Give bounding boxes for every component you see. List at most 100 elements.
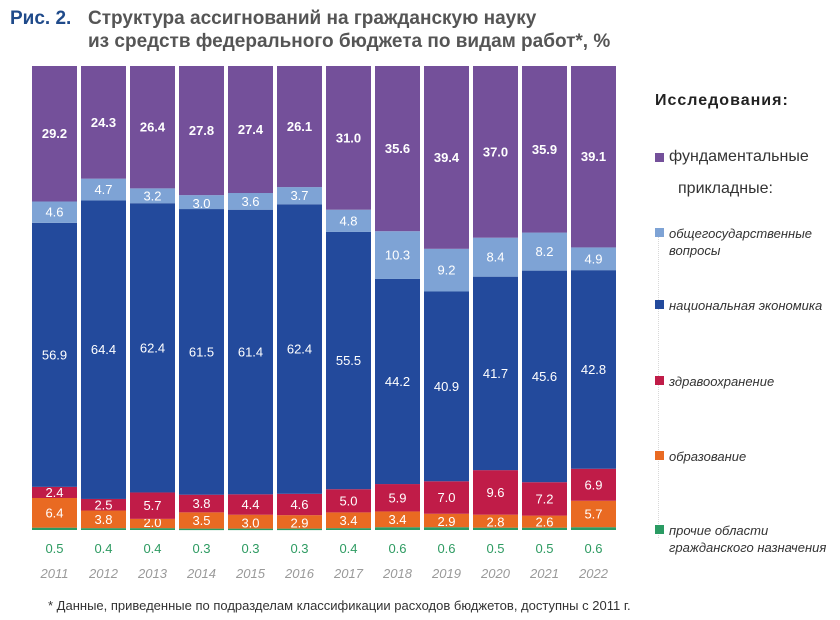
bar-segment-2013-0 [130,528,175,530]
bar-segment-2013-1 [130,518,175,529]
legend-label-fundamental: фундаментальные [669,148,809,165]
bar-segment-2015-2 [228,494,273,515]
legend-label-health: здравоохранение [669,374,775,389]
bar-segment-2012-3 [81,200,126,499]
chart-title-line-2: из средств федерального бюджета по видам… [88,31,611,52]
bar-segment-2018-4 [375,231,420,279]
data-label-2-2012: 2.5 [94,498,112,513]
bar-segment-2022-5 [571,66,616,248]
data-label-4-2020: 8.4 [486,250,504,265]
legend-swatch-education [655,451,664,460]
x-tick-label-2016: 2016 [284,566,315,581]
bar-segment-2014-2 [179,494,224,513]
data-label-5-2022: 39.1 [581,149,606,164]
bar-segment-2014-5 [179,66,224,196]
data-label-other-2020: 0.5 [486,541,504,556]
legend-swatch-fundamental [655,153,664,162]
legend-applied-heading: прикладные: [678,180,773,197]
x-tick-label-2019: 2019 [431,566,461,581]
bar-segment-2020-4 [473,237,518,277]
data-label-1-2016: 2.9 [290,516,308,531]
bar-segment-2016-1 [277,515,322,529]
bar-segment-2020-1 [473,514,518,528]
data-label-3-2017: 55.5 [336,353,361,368]
legend-swatch-general [655,228,664,237]
legend-label-other-line2: гражданского назначения [669,540,827,555]
data-label-1-2019: 2.9 [437,514,455,529]
data-label-1-2020: 2.8 [486,515,504,530]
bar-segment-2022-3 [571,270,616,469]
legend-heading: Исследования: [655,92,789,109]
data-label-5-2011: 29.2 [42,126,67,141]
data-label-other-2014: 0.3 [192,541,210,556]
x-tick-label-2014: 2014 [186,566,216,581]
bar-segment-2018-1 [375,511,420,528]
data-label-2-2013: 5.7 [143,498,161,513]
bar-segment-2013-5 [130,66,175,189]
bar-segment-2022-0 [571,527,616,530]
data-label-5-2015: 27.4 [238,122,264,137]
data-label-4-2015: 3.6 [241,194,259,209]
bar-segment-2018-3 [375,278,420,485]
data-label-5-2012: 24.3 [91,115,116,130]
data-label-3-2016: 62.4 [287,342,312,357]
bar-segment-2021-1 [522,515,567,528]
legend-label-education: образование [669,449,747,464]
bar-segment-2016-4 [277,187,322,205]
bar-segment-2016-0 [277,528,322,531]
data-label-5-2013: 26.4 [140,120,166,135]
data-label-4-2019: 9.2 [437,263,455,278]
bar-segment-2015-1 [228,514,273,529]
data-label-5-2019: 39.4 [434,150,460,165]
legend-item-other: прочие области гражданского назначения [655,522,826,556]
legend-label-other: прочие области гражданского назначения [669,522,826,556]
data-label-other-2017: 0.4 [339,541,357,556]
bar-segment-2021-2 [522,482,567,516]
data-label-2-2014: 3.8 [192,496,210,511]
bar-segment-2019-1 [424,513,469,528]
data-label-other-2016: 0.3 [290,541,308,556]
data-label-other-2011: 0.5 [45,541,63,556]
bar-segment-2011-5 [32,66,77,202]
data-label-1-2014: 3.5 [192,513,210,528]
bar-segment-2014-1 [179,512,224,529]
bar-segment-2016-3 [277,204,322,494]
legend-label-other-line1: прочие области [669,523,769,538]
bar-segment-2018-0 [375,527,420,530]
data-label-3-2018: 44.2 [385,374,410,389]
legend-item-general: общегосударственные вопросы [655,225,812,259]
x-tick-label-2012: 2012 [88,566,119,581]
data-label-1-2021: 2.6 [535,515,553,530]
bar-segment-2021-5 [522,66,567,233]
bar-segment-2014-4 [179,195,224,210]
data-label-3-2019: 40.9 [434,379,459,394]
data-label-5-2017: 31.0 [336,130,361,145]
data-label-2-2018: 5.9 [388,490,406,505]
bar-segment-2021-4 [522,232,567,271]
data-label-4-2013: 3.2 [143,188,161,203]
bar-segment-2012-2 [81,498,126,511]
bar-segment-2016-2 [277,493,322,516]
data-label-1-2017: 3.4 [339,513,357,528]
bar-segment-2020-2 [473,470,518,515]
x-tick-label-2020: 2020 [480,566,511,581]
data-label-5-2016: 26.1 [287,119,312,134]
data-label-other-2012: 0.4 [94,541,112,556]
bar-segment-2016-5 [277,66,322,188]
data-label-1-2012: 3.8 [94,512,112,527]
data-label-2-2020: 9.6 [486,485,504,500]
data-label-4-2016: 3.7 [290,188,308,203]
x-tick-label-2015: 2015 [235,566,266,581]
legend-swatch-health [655,376,664,385]
bar-segment-2022-4 [571,247,616,271]
data-label-2-2022: 6.9 [584,477,602,492]
data-label-5-2021: 35.9 [532,142,557,157]
legend-swatch-other [655,525,664,534]
bar-segment-2017-2 [326,489,371,513]
bar-segment-2019-3 [424,291,469,482]
bar-segment-2021-3 [522,270,567,483]
data-label-3-2012: 64.4 [91,342,116,357]
chart-title-line-1: Структура ассигнований на гражданскую на… [88,8,537,29]
legend-item-education: образование [655,448,746,465]
data-label-5-2018: 35.6 [385,141,410,156]
